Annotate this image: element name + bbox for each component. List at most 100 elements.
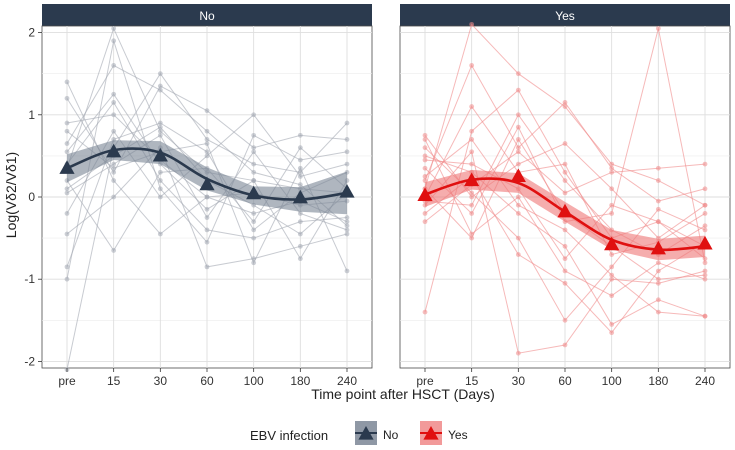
x-tick-label: 60 — [558, 374, 572, 388]
individual-point — [702, 268, 708, 274]
individual-point — [344, 137, 350, 142]
individual-point — [297, 256, 303, 262]
mean-marker — [199, 176, 215, 191]
individual-point — [562, 100, 568, 105]
individual-point — [609, 211, 615, 216]
mean-marker — [292, 189, 308, 204]
individual-point — [515, 149, 521, 155]
individual-point — [469, 149, 475, 155]
individual-point — [515, 235, 521, 241]
individual-point — [702, 276, 708, 282]
individual-point — [655, 268, 661, 274]
individual-point — [469, 21, 475, 27]
individual-point — [204, 194, 210, 200]
individual-point — [111, 91, 117, 97]
individual-point — [655, 309, 661, 315]
individual-point — [609, 264, 615, 270]
individual-point — [64, 79, 70, 85]
x-tick-label: 60 — [200, 374, 214, 388]
individual-point — [655, 297, 661, 303]
individual-point — [469, 63, 475, 68]
individual-point — [609, 202, 615, 208]
individual-point — [422, 153, 428, 159]
individual-point — [251, 178, 257, 183]
individual-point — [702, 211, 708, 216]
individual-point — [609, 293, 615, 299]
individual-point — [422, 165, 428, 171]
facet-panels: No pre 15 30 60 100 180 240 -2 -1 0 1 2 Yes pre 15 30 60 1… — [24, 4, 731, 388]
legend-marker-no — [358, 426, 374, 440]
legend-title: EBV infection — [250, 428, 328, 443]
individual-point — [655, 280, 661, 286]
individual-point — [562, 190, 568, 196]
individual-point — [64, 276, 70, 282]
individual-point — [251, 260, 257, 266]
individual-point — [422, 178, 428, 183]
individual-point — [111, 112, 117, 118]
x-tick-label: 240 — [337, 374, 357, 388]
individual-point — [702, 272, 708, 278]
mean-marker — [557, 203, 573, 218]
individual-point — [702, 256, 708, 262]
individual-point — [515, 137, 521, 142]
legend-label-no: No — [383, 428, 399, 442]
legend-label-yes: Yes — [448, 428, 468, 442]
mean-marker — [339, 184, 355, 198]
individual-point — [562, 169, 568, 175]
individual-point — [297, 145, 303, 151]
legend: EBV infection No Yes — [250, 421, 468, 445]
individual-point — [64, 95, 70, 101]
y-tick-label: 2 — [28, 26, 35, 40]
individual-point — [515, 71, 521, 77]
individual-point — [204, 141, 210, 146]
individual-point — [562, 317, 568, 323]
individual-point — [111, 38, 117, 44]
individual-point — [562, 268, 568, 274]
x-tick-label: 100 — [244, 374, 264, 388]
individual-point — [251, 149, 257, 155]
individual-point — [515, 202, 521, 208]
individual-point — [64, 149, 70, 155]
mean-marker — [650, 240, 666, 255]
individual-point — [609, 330, 615, 336]
individual-point — [515, 124, 521, 130]
legend-item-yes: Yes — [420, 421, 468, 445]
individual-point — [655, 276, 661, 282]
mean-marker — [152, 147, 168, 162]
individual-point — [64, 186, 70, 192]
individual-point — [157, 71, 163, 77]
individual-point — [297, 174, 303, 179]
individual-point — [344, 231, 350, 237]
individual-point — [157, 169, 163, 175]
strip-label-no: No — [199, 9, 215, 23]
individual-point — [655, 198, 661, 204]
individual-point — [469, 161, 475, 167]
individual-point — [609, 272, 615, 278]
individual-point — [251, 169, 257, 175]
individual-point — [344, 223, 350, 229]
individual-point — [297, 165, 303, 171]
individual-point — [204, 149, 210, 155]
individual-point — [111, 248, 117, 253]
individual-point — [251, 112, 257, 118]
x-tick-label: 30 — [154, 374, 168, 388]
individual-point — [344, 268, 350, 274]
individual-point — [64, 190, 70, 196]
individual-point — [157, 83, 163, 89]
x-tick-label: 180 — [290, 374, 310, 388]
mean-marker — [246, 185, 262, 200]
strip-label-yes: Yes — [555, 9, 575, 23]
individual-point — [297, 157, 303, 163]
individual-point — [344, 215, 350, 220]
individual-point — [344, 219, 350, 225]
individual-point — [204, 215, 210, 220]
mean-marker — [464, 172, 480, 187]
individual-point — [297, 219, 303, 225]
individual-point — [702, 186, 708, 192]
individual-point — [157, 186, 163, 192]
individual-point — [515, 350, 521, 356]
mean-marker — [510, 168, 526, 183]
individual-point — [515, 194, 521, 200]
individual-point — [251, 227, 257, 233]
individual-point — [157, 194, 163, 200]
